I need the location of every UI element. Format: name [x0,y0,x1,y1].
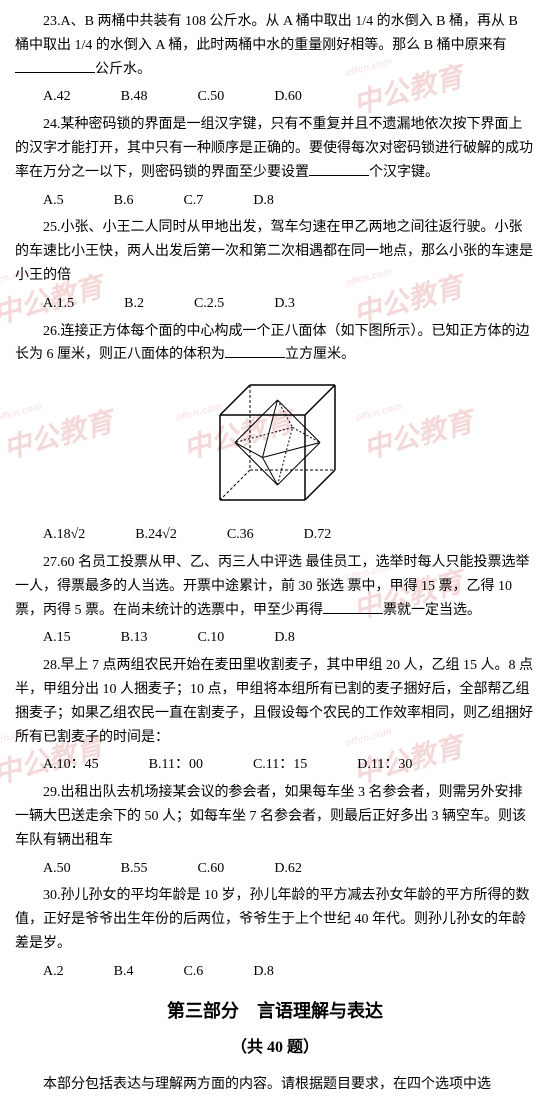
option-b: B.55 [121,857,148,881]
question-text-end: 立方厘米。 [285,347,355,362]
option-d: D.8 [253,189,274,213]
question-text: 29.出租出队去机场接某会议的参会者，如果每车坐 3 名参会者，则需另外安排一辆… [15,785,526,848]
blank [225,344,285,358]
question-25: 25.小张、小王二人同时从甲地出发，驾车匀速在甲乙两地之间往返行驶。小张的车速比… [15,216,535,287]
question-text: 25.小张、小王二人同时从甲地出发，驾车匀速在甲乙两地之间往返行驶。小张的车速比… [15,220,533,283]
option-a: A.1.5 [43,292,74,316]
option-c: C.10 [197,626,224,650]
option-a: A.18√2 [43,523,85,547]
option-b: B.4 [114,960,134,984]
question-text-end: 公斤水。 [95,62,151,77]
cube-svg [205,375,345,515]
section-3-title: 第三部分 言语理解与表达 [15,996,535,1027]
option-b: B.24√2 [135,523,177,547]
option-c: C.60 [197,857,224,881]
option-d: D.62 [274,857,302,881]
option-d: D.11：30 [357,753,412,777]
cube-octahedron-figure [15,375,535,515]
option-b: B.11：00 [149,753,203,777]
option-b: B.2 [124,292,144,316]
option-a: A.50 [43,857,71,881]
section-3-subtitle: （共 40 题） [15,1034,535,1061]
blank [15,59,95,73]
option-a: A.5 [43,189,64,213]
option-c: C.11：15 [253,753,307,777]
option-b: B.6 [114,189,134,213]
question-text-end: 个汉字键。 [369,165,439,180]
question-text-end: 票就一定当选。 [383,603,481,618]
question-27: 27.60 名员工投票从甲、乙、丙三人中评选 最佳员工，选举时每人只能投票选举一… [15,551,535,622]
option-a: A.15 [43,626,71,650]
question-text: 24.某种密码锁的界面是一组汉字键，只有不重复并且不遗漏地依次按下界面上的汉字才… [15,117,533,180]
question-30: 30.孙儿孙女的平均年龄是 10 岁，孙儿年龄的平方减去孙女年龄的平方所得的数值… [15,884,535,955]
question-26: 26.连接正方体每个面的中心构成一个正八面体（如下图所示）。已知正方体的边长为 … [15,320,535,368]
question-28: 28.早上 7 点两组农民开始在麦田里收割麦子，其中甲组 20 人，乙组 15 … [15,654,535,749]
options-27: A.15 B.13 C.10 D.8 [15,626,535,650]
option-d: D.60 [274,85,302,109]
option-a: A.42 [43,85,71,109]
options-28: A.10：45 B.11：00 C.11：15 D.11：30 [15,753,535,777]
blank [323,600,383,614]
section-3-intro: 本部分包括表达与理解两方面的内容。请根据题目要求，在四个选项中选 [15,1073,535,1097]
option-d: D.8 [274,626,295,650]
option-d: D.72 [304,523,332,547]
option-d: D.8 [253,960,274,984]
option-d: D.3 [274,292,295,316]
option-a: A.10：45 [43,753,99,777]
question-29: 29.出租出队去机场接某会议的参会者，如果每车坐 3 名参会者，则需另外安排一辆… [15,781,535,852]
options-25: A.1.5 B.2 C.2.5 D.3 [15,292,535,316]
options-23: A.42 B.48 C.50 D.60 [15,85,535,109]
option-a: A.2 [43,960,64,984]
option-c: C.2.5 [194,292,224,316]
option-c: C.7 [183,189,203,213]
options-24: A.5 B.6 C.7 D.8 [15,189,535,213]
blank [309,162,369,176]
option-b: B.48 [121,85,148,109]
option-b: B.13 [121,626,148,650]
option-c: C.6 [183,960,203,984]
question-text: 28.早上 7 点两组农民开始在麦田里收割麦子，其中甲组 20 人，乙组 15 … [15,658,533,744]
question-24: 24.某种密码锁的界面是一组汉字键，只有不重复并且不遗漏地依次按下界面上的汉字才… [15,113,535,184]
option-c: C.36 [227,523,254,547]
options-29: A.50 B.55 C.60 D.62 [15,857,535,881]
question-text: 30.孙儿孙女的平均年龄是 10 岁，孙儿年龄的平方减去孙女年龄的平方所得的数值… [15,888,530,951]
question-text: 23.A、B 两桶中共装有 108 公斤水。从 A 桶中取出 1/4 的水倒入 … [15,14,518,53]
options-30: A.2 B.4 C.6 D.8 [15,960,535,984]
question-23: 23.A、B 两桶中共装有 108 公斤水。从 A 桶中取出 1/4 的水倒入 … [15,10,535,81]
options-26: A.18√2 B.24√2 C.36 D.72 [15,523,535,547]
option-c: C.50 [197,85,224,109]
